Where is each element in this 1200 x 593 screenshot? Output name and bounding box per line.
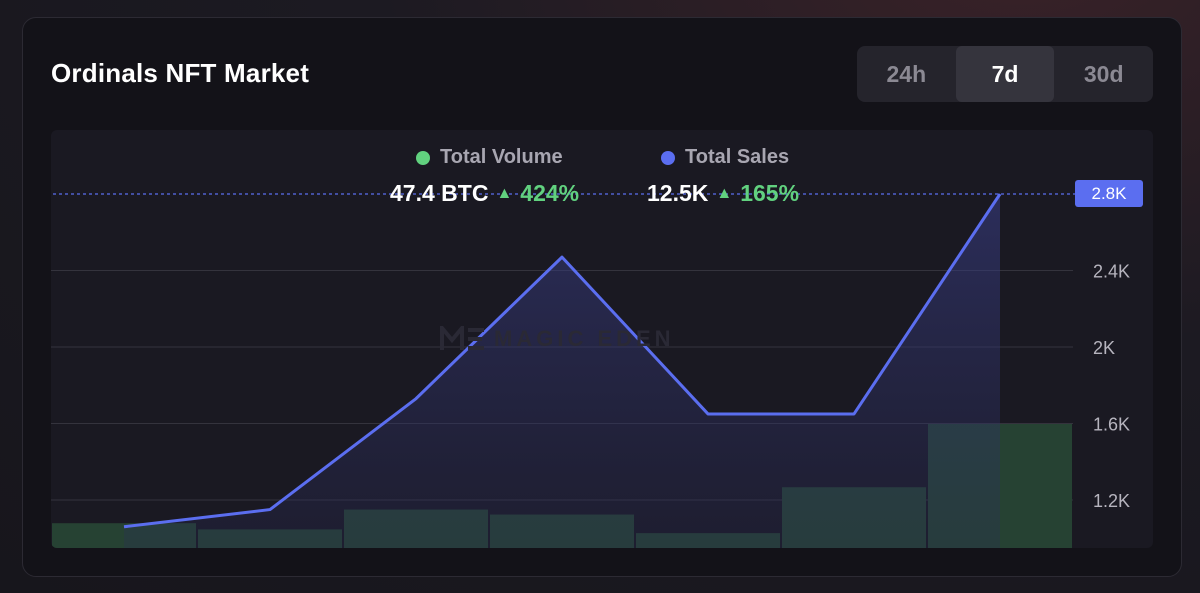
magic-eden-watermark: MAGIC EDEN <box>440 326 675 352</box>
sales-stat: 12.5K ▲ 165% <box>647 180 799 207</box>
timeframe-tabs: 24h 7d 30d <box>857 46 1153 102</box>
tab-30d[interactable]: 30d <box>1083 60 1124 87</box>
legend-sales-label: Total Sales <box>685 146 790 168</box>
legend-sales: Total Sales <box>661 146 789 169</box>
up-triangle-icon: ▲ <box>496 184 513 202</box>
sales-area <box>124 194 1000 548</box>
watermark-text: MAGIC EDEN <box>494 326 675 351</box>
y-tick-label: 2.4K <box>1093 262 1130 282</box>
y-tick-label: 1.2K <box>1093 491 1130 511</box>
sales-dot-icon <box>661 150 675 165</box>
up-triangle-icon: ▲ <box>716 184 733 202</box>
sales-value: 12.5K <box>647 180 709 206</box>
legend-volume-label: Total Volume <box>440 146 563 168</box>
legend-volume: Total Volume <box>416 146 563 169</box>
volume-dot-icon <box>416 150 430 165</box>
volume-change: 424% <box>520 180 580 206</box>
crosshair-price-badge: 2.8K <box>1075 180 1143 207</box>
y-tick-label: 2K <box>1093 338 1115 358</box>
tab-24h[interactable]: 24h <box>886 60 927 87</box>
tab-7d[interactable]: 7d <box>955 46 1055 102</box>
sales-change: 165% <box>740 180 800 206</box>
volume-value: 47.4 BTC <box>390 180 489 206</box>
y-tick-label: 1.6K <box>1093 415 1130 435</box>
volume-stat: 47.4 BTC ▲ 424% <box>390 180 579 207</box>
page-title: Ordinals NFT Market <box>51 58 310 88</box>
magic-eden-logo-icon <box>440 326 484 350</box>
